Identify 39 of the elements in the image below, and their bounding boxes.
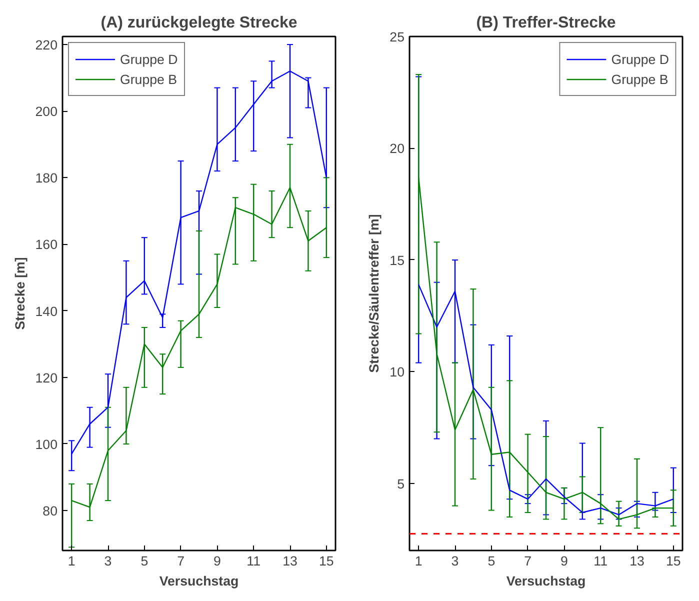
chart-title: (A) zurückgelegte Strecke [100,14,298,32]
x-axis-title: Versuchstag [159,574,239,588]
legend-label: Gruppe D [120,52,178,66]
x-tick-label: 13 [282,554,298,568]
y-tick-label: 100 [35,436,58,452]
x-tick-label: 5 [140,554,148,568]
x-tick-label: 9 [560,554,568,568]
chart-title: (B) Treffer-Strecke [476,14,616,32]
legend-label: Gruppe D [611,52,669,66]
x-tick-label: 5 [488,554,496,568]
y-axis-title: Strecke [m] [12,257,28,330]
y-tick-label: 140 [35,304,58,319]
x-tick-label: 11 [594,554,608,568]
x-tick-label: 1 [68,554,76,568]
y-tick-label: 160 [35,237,58,252]
x-tick-label: 3 [104,554,112,568]
y-tick-label: 180 [35,170,58,186]
x-tick-label: 9 [213,554,221,568]
legend-label: Gruppe B [120,72,178,86]
y-axis-title: Strecke/Säulentreffer [m] [366,214,382,373]
x-tick-label: 11 [246,554,261,568]
x-tick-label: 15 [318,554,334,568]
y-tick-label: 10 [390,364,405,380]
x-axis-title: Versuchstag [506,574,586,588]
x-tick-label: 13 [630,554,644,568]
legend-label: Gruppe B [611,72,668,86]
x-tick-label: 15 [666,554,681,568]
y-tick-label: 120 [35,370,58,386]
x-tick-label: 1 [414,554,422,568]
x-tick-label: 3 [451,554,459,568]
y-tick-label: 5 [397,476,405,492]
y-tick-label: 220 [35,37,58,52]
y-tick-label: 200 [35,104,58,120]
y-tick-label: 25 [390,30,405,44]
x-tick-label: 7 [524,554,532,568]
y-tick-label: 15 [390,252,405,268]
x-tick-label: 7 [177,554,185,568]
y-tick-label: 80 [42,504,58,519]
y-tick-label: 20 [390,141,405,156]
